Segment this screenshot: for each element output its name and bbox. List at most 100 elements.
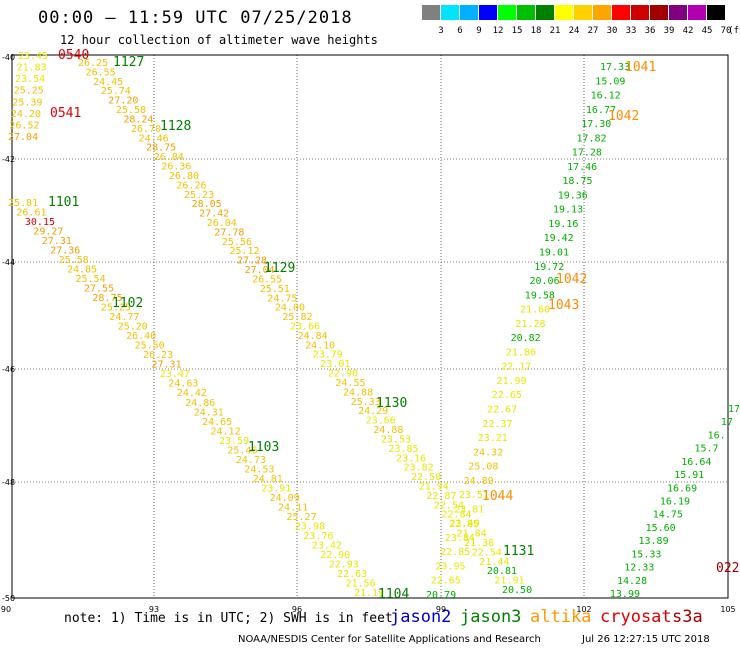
colorbar-tick-label: 21 bbox=[549, 26, 561, 36]
swh-value-label: 14.75 bbox=[653, 510, 683, 521]
swh-value-label: 23.85 bbox=[388, 444, 418, 455]
swh-value-label: 22.65 bbox=[431, 576, 461, 587]
legend-altika: altika bbox=[530, 607, 592, 627]
swh-value-label: 26.26 bbox=[176, 180, 206, 191]
swh-value-label: 24.86 bbox=[185, 398, 215, 409]
swh-value-label: 13.99 bbox=[610, 589, 640, 600]
colorbar-swatch bbox=[669, 5, 688, 20]
footnote: note: 1) Time is in UTC; 2) SWH is in fe… bbox=[64, 611, 393, 626]
swh-value-label: 24.42 bbox=[177, 388, 207, 399]
swh-value-label: 26.52 bbox=[9, 120, 39, 131]
lon-tick-label: 99 bbox=[436, 605, 446, 614]
swh-labels: 23.4521.8323.5425.2525.3924.2026.5227.04… bbox=[8, 51, 740, 601]
swh-value-label: 27.31 bbox=[152, 360, 182, 371]
swh-value-label: 22.17 bbox=[501, 362, 531, 373]
swh-value-label: 24.85 bbox=[67, 265, 97, 276]
swh-value-label: 23.79 bbox=[313, 350, 343, 361]
swh-value-label: 21.99 bbox=[497, 376, 527, 387]
swh-value-label: 20.79 bbox=[426, 590, 456, 601]
legend-cryosat: cryosat bbox=[600, 607, 672, 627]
swh-value-label: 17 bbox=[721, 417, 733, 428]
swh-value-label: 21.28 bbox=[515, 319, 545, 330]
swh-value-label: 24.81 bbox=[253, 474, 283, 485]
swh-value-label: 17.82 bbox=[577, 133, 607, 144]
map-grid bbox=[11, 54, 729, 599]
swh-value-label: 25.81 bbox=[8, 198, 38, 209]
swh-value-label: 25.39 bbox=[12, 97, 42, 108]
swh-value-label: 21.84 bbox=[457, 529, 487, 540]
swh-value-label: 22.54 bbox=[472, 547, 502, 558]
swh-value-label: 24.32 bbox=[473, 447, 503, 458]
swh-value-label: 27.28 bbox=[237, 256, 267, 267]
swh-value-label: 27.42 bbox=[199, 209, 229, 220]
swh-value-label: 25.25 bbox=[101, 303, 131, 314]
colorbar-swatch bbox=[460, 5, 479, 20]
swh-value-label: 16.64 bbox=[681, 457, 711, 468]
swh-value-label: 22.90 bbox=[320, 550, 350, 561]
swh-value-label: 23.16 bbox=[396, 453, 426, 464]
lat-tick-label: -50 bbox=[2, 594, 15, 603]
lon-tick-label: 93 bbox=[149, 605, 159, 614]
colorbar-tick-label: 27 bbox=[587, 26, 599, 36]
swh-value-label: 25.33 bbox=[351, 397, 381, 408]
swh-value-label: 25.23 bbox=[184, 190, 214, 201]
pass-id-label: 1042 bbox=[556, 272, 587, 287]
swh-value-label: 19.13 bbox=[553, 205, 583, 216]
colorbar-swatch bbox=[422, 5, 441, 20]
colorbar-tick-label: 15 bbox=[511, 26, 523, 36]
swh-value-label: 22.85 bbox=[449, 519, 479, 530]
swh-value-label: 28.75 bbox=[146, 143, 176, 154]
swh-value-label: 25.74 bbox=[101, 86, 131, 97]
swh-value-label: 26.04 bbox=[207, 218, 237, 229]
pass-id-label: 1043 bbox=[548, 298, 579, 313]
lat-tick-label: -46 bbox=[2, 365, 15, 374]
pass-id-label: 1131 bbox=[503, 544, 534, 559]
legend-jason3: jason3 bbox=[460, 607, 522, 627]
swh-value-label: 24.45 bbox=[93, 77, 123, 88]
swh-value-label: 24.75 bbox=[267, 293, 297, 304]
swh-value-label: 21.56 bbox=[346, 579, 376, 590]
pass-labels: 0540 1127 0541 1128 1101 1129 1102 1130 1103 1104… bbox=[48, 48, 739, 602]
lon-tick-label: 96 bbox=[292, 605, 302, 614]
swh-value-label: 25.50 bbox=[135, 341, 165, 352]
swh-value-label: 19.16 bbox=[548, 219, 578, 230]
swh-value-label: 25.08 bbox=[468, 462, 498, 473]
legend-jason2: jason2 bbox=[390, 607, 452, 627]
swh-value-label: 19.01 bbox=[539, 248, 569, 259]
pass-id-label: 0541 bbox=[50, 106, 81, 121]
colorbar-tick-label: 45 bbox=[701, 26, 713, 36]
swh-value-label: 25.58 bbox=[59, 255, 89, 266]
swh-value-label: 21.60 bbox=[520, 305, 550, 316]
swh-value-label: 23.45 bbox=[18, 51, 48, 62]
swh-value-label: 24.20 bbox=[11, 109, 41, 120]
colorbar-tick-label: 3 bbox=[438, 26, 444, 36]
swh-value-label: 26.55 bbox=[252, 274, 282, 285]
colorbar-swatch bbox=[688, 5, 707, 20]
swh-value-label: 23.51 bbox=[459, 490, 489, 501]
lon-tick-label: 105 bbox=[720, 605, 735, 614]
swh-value-label: 24.65 bbox=[202, 417, 232, 428]
swh-value-label: 23.59 bbox=[219, 436, 249, 447]
swh-value-label: 24.84 bbox=[298, 331, 328, 342]
swh-value-label: 16.77 bbox=[586, 105, 616, 116]
swh-value-label: 23.81 bbox=[454, 504, 484, 515]
colorbar-swatch bbox=[650, 5, 669, 20]
swh-value-label: 26.61 bbox=[16, 208, 46, 219]
credit-text: NOAA/NESDIS Center for Satellite Applica… bbox=[238, 634, 541, 645]
swh-value-label: 24.55 bbox=[335, 378, 365, 389]
lat-tick-label: -48 bbox=[2, 478, 15, 487]
pass-id-label: 1044 bbox=[482, 489, 513, 504]
colorbar-swatch bbox=[612, 5, 631, 20]
timestamp-text: Jul 26 12:27:15 UTC 2018 bbox=[582, 634, 710, 645]
swh-value-label: 17.46 bbox=[567, 162, 597, 173]
swh-value-label: 16.12 bbox=[591, 91, 621, 102]
colorbar-tick-label: 18 bbox=[530, 26, 542, 36]
swh-value-label: 19.42 bbox=[544, 233, 574, 244]
swh-value-label: 25.51 bbox=[260, 284, 290, 295]
swh-value-label: 23.40 bbox=[450, 519, 480, 530]
swh-value-label: 17.28 bbox=[572, 148, 602, 159]
page-title: 00:00 – 11:59 UTC 07/25/2018 bbox=[38, 8, 353, 28]
swh-value-label: 28.05 bbox=[192, 199, 222, 210]
swh-value-label: 24.89 bbox=[464, 476, 494, 487]
